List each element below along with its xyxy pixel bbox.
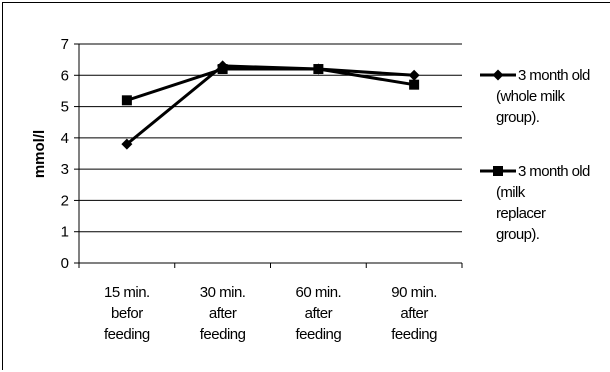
x-category-label: 15 min. befor feeding [104, 284, 150, 343]
legend: 3 month old (whole milk group). 3 month old… [480, 67, 591, 243]
x-category-label: 60 min. after feeding [296, 284, 342, 343]
diamond-marker [408, 69, 420, 81]
y-tick-label: 6 [61, 67, 69, 84]
series-2 [121, 64, 420, 106]
y-tick-label: 3 [61, 161, 69, 178]
y-axis-label: mmol/l [31, 130, 48, 178]
square-marker [493, 166, 503, 176]
data-series [121, 60, 420, 150]
series-line [125, 64, 415, 146]
y-tick-label: 7 [61, 36, 69, 53]
diamond-marker [121, 138, 133, 150]
y-tick-label: 0 [61, 255, 69, 272]
gridlines [79, 43, 462, 233]
y-tick-label: 5 [61, 99, 69, 116]
diamond-marker [492, 69, 504, 81]
legend-entry-1: 3 month old (whole milk group). [480, 67, 591, 126]
legend-label: 3 month old (whole milk group). [496, 67, 590, 126]
square-marker [121, 95, 132, 106]
legend-label: 3 month old (milk replacer group). [496, 163, 590, 243]
square-marker [313, 64, 324, 75]
y-tick-label: 2 [61, 192, 69, 209]
y-tick-labels: 0 1 2 3 4 5 6 7 [61, 36, 69, 272]
legend-entry-2: 3 month old (milk replacer group). [480, 163, 591, 243]
y-tick-label: 1 [61, 224, 69, 241]
series-line [126, 67, 415, 102]
square-marker [217, 64, 228, 75]
axes [74, 43, 463, 268]
x-category-label: 90 min. after feeding [391, 284, 437, 343]
y-tick-label: 4 [61, 130, 69, 147]
square-marker [409, 79, 420, 90]
series-1 [121, 60, 420, 150]
x-category-labels: 15 min. befor feeding 30 min. after feeding 60… [104, 284, 438, 343]
x-category-label: 30 min. after feeding [200, 284, 246, 343]
